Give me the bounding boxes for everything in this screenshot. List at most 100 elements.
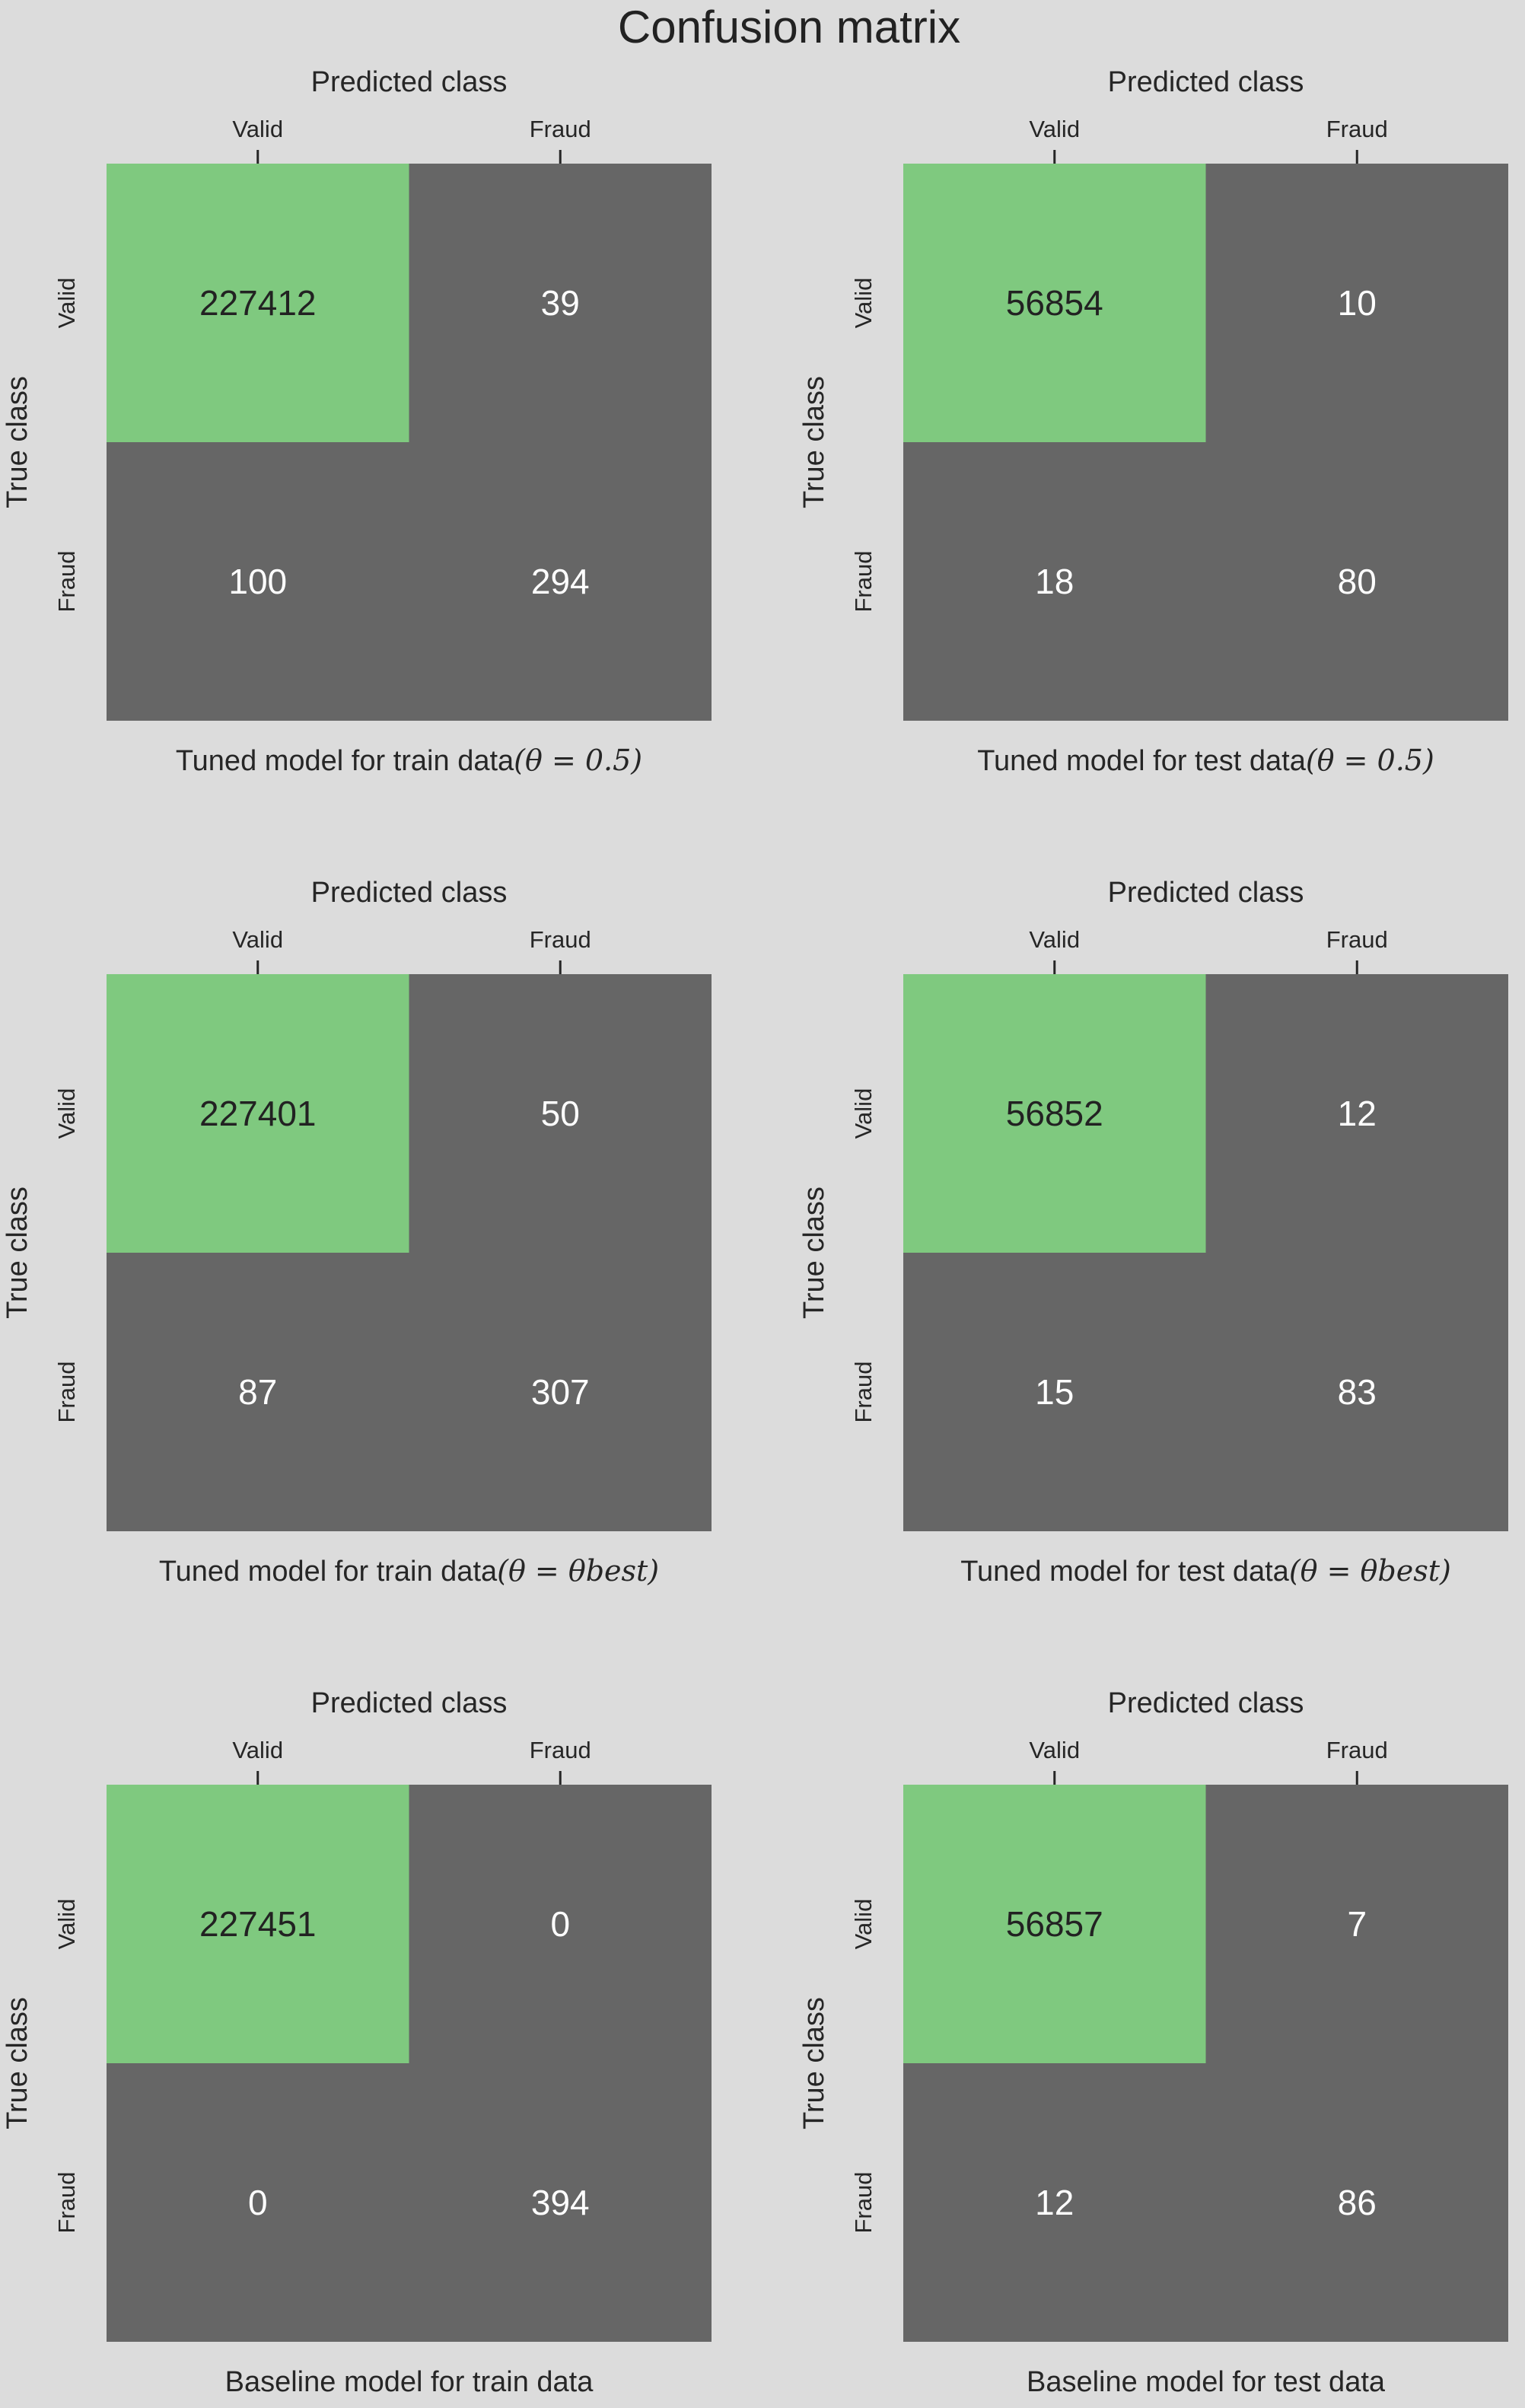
confusion-panel-3: Predicted class Valid Fraud 227401 50 87 307 Va… bbox=[2, 877, 712, 1588]
confusion-panel-2: Predicted class Valid Fraud 56854 10 18 80 Vali… bbox=[798, 66, 1508, 777]
caption-text: Tuned model for test data bbox=[960, 1556, 1289, 1588]
panel-caption: Baseline model for train data bbox=[225, 2366, 594, 2398]
confusion-panel-4: Predicted class Valid Fraud 56852 12 15 83 Vali… bbox=[798, 877, 1508, 1588]
caption-math: (θ = 0.5) bbox=[1306, 744, 1434, 777]
y-tick-label-valid: Valid bbox=[53, 1899, 80, 1950]
confusion-panel-6: Predicted class Valid Fraud 56857 7 12 86 Valid… bbox=[798, 1687, 1508, 2398]
y-axis-title: True class bbox=[798, 1186, 830, 1319]
heatmap-cell bbox=[1205, 442, 1508, 721]
heatmap-cell bbox=[107, 974, 409, 1253]
cell-value-label: 56854 bbox=[1006, 283, 1103, 323]
x-tick-label-fraud: Fraud bbox=[530, 926, 591, 953]
y-axis-title: True class bbox=[798, 376, 830, 508]
cell-value-label: 56852 bbox=[1006, 1094, 1103, 1133]
cell-value-label: 15 bbox=[1035, 1372, 1074, 1412]
heatmap-cell bbox=[409, 974, 712, 1253]
x-tick-label-valid: Valid bbox=[232, 116, 283, 142]
heatmap-cell bbox=[903, 974, 1206, 1253]
heatmap-cell bbox=[107, 1785, 409, 2063]
y-tick-label-fraud: Fraud bbox=[53, 2172, 80, 2234]
cell-value-label: 227412 bbox=[199, 283, 317, 323]
cell-value-label: 80 bbox=[1338, 562, 1377, 601]
panel-caption: Tuned model for test data(θ = θbest) bbox=[960, 1554, 1451, 1588]
y-tick-label-valid: Valid bbox=[850, 1088, 877, 1139]
cell-value-label: 10 bbox=[1338, 283, 1377, 323]
figure-title: Confusion matrix bbox=[618, 2, 960, 53]
heatmap-cell bbox=[107, 1253, 409, 1531]
x-axis-title: Predicted class bbox=[1108, 877, 1304, 909]
x-tick-label-fraud: Fraud bbox=[1326, 926, 1388, 953]
x-tick-label-valid: Valid bbox=[1029, 926, 1080, 953]
y-tick-label-fraud: Fraud bbox=[850, 2172, 877, 2234]
cell-value-label: 227451 bbox=[199, 1904, 317, 1944]
cell-value-label: 18 bbox=[1035, 562, 1074, 601]
y-axis-title: True class bbox=[2, 1186, 33, 1319]
caption-math: (θ = θbest) bbox=[497, 1554, 659, 1588]
heatmap-cell bbox=[409, 164, 712, 442]
heatmap-cell bbox=[107, 164, 409, 442]
y-tick-label-fraud: Fraud bbox=[850, 1362, 877, 1423]
confusion-panel-5: Predicted class Valid Fraud 227451 0 0 394 Vali… bbox=[2, 1687, 712, 2398]
cell-value-label: 50 bbox=[541, 1094, 580, 1133]
heatmap-cell bbox=[409, 1785, 712, 2063]
y-tick-label-valid: Valid bbox=[850, 278, 877, 329]
cell-value-label: 83 bbox=[1338, 1372, 1377, 1412]
cell-value-label: 86 bbox=[1338, 2183, 1377, 2222]
caption-math: (θ = θbest) bbox=[1289, 1554, 1451, 1588]
x-tick-label-fraud: Fraud bbox=[530, 116, 591, 142]
cell-value-label: 100 bbox=[228, 562, 287, 601]
x-axis-title: Predicted class bbox=[311, 877, 508, 909]
heatmap-cell bbox=[409, 1253, 712, 1531]
caption-text: Tuned model for train data bbox=[176, 745, 514, 777]
caption-text: Baseline model for test data bbox=[1027, 2366, 1386, 2398]
x-tick-label-fraud: Fraud bbox=[530, 1737, 591, 1763]
y-axis-title: True class bbox=[2, 1997, 33, 2129]
confusion-panel-1: Predicted class Valid Fraud 227412 39 100 294 V… bbox=[2, 66, 712, 777]
heatmap-cell bbox=[409, 2063, 712, 2342]
cell-value-label: 12 bbox=[1338, 1094, 1377, 1133]
panel-caption: Tuned model for train data(θ = θbest) bbox=[159, 1554, 659, 1588]
x-tick-label-fraud: Fraud bbox=[1326, 1737, 1388, 1763]
y-tick-label-fraud: Fraud bbox=[53, 551, 80, 613]
cell-value-label: 0 bbox=[550, 1904, 570, 1944]
heatmap-cell bbox=[903, 1253, 1206, 1531]
heatmap-cell bbox=[409, 442, 712, 721]
cell-value-label: 12 bbox=[1035, 2183, 1074, 2222]
heatmap-cell bbox=[1205, 1253, 1508, 1531]
y-tick-label-fraud: Fraud bbox=[53, 1362, 80, 1423]
cell-value-label: 0 bbox=[248, 2183, 268, 2222]
cell-value-label: 294 bbox=[531, 562, 590, 601]
x-axis-title: Predicted class bbox=[1108, 1687, 1304, 1719]
heatmap-cell bbox=[903, 442, 1206, 721]
x-axis-title: Predicted class bbox=[1108, 66, 1304, 98]
cell-value-label: 227401 bbox=[199, 1094, 317, 1133]
panel-caption: Baseline model for test data bbox=[1027, 2366, 1386, 2398]
y-axis-title: True class bbox=[798, 1997, 830, 2129]
caption-text: Baseline model for train data bbox=[225, 2366, 594, 2398]
caption-math: (θ = 0.5) bbox=[514, 744, 642, 777]
y-tick-label-fraud: Fraud bbox=[850, 551, 877, 613]
x-tick-label-fraud: Fraud bbox=[1326, 116, 1388, 142]
x-axis-title: Predicted class bbox=[311, 1687, 508, 1719]
heatmap-cell bbox=[1205, 974, 1508, 1253]
heatmap-cell bbox=[903, 1785, 1206, 2063]
panel-caption: Tuned model for test data(θ = 0.5) bbox=[977, 744, 1434, 777]
panel-caption: Tuned model for train data(θ = 0.5) bbox=[176, 744, 642, 777]
x-tick-label-valid: Valid bbox=[1029, 116, 1080, 142]
y-axis-title: True class bbox=[2, 376, 33, 508]
caption-text: Tuned model for train data bbox=[159, 1556, 498, 1588]
x-tick-label-valid: Valid bbox=[232, 1737, 283, 1763]
caption-text: Tuned model for test data bbox=[977, 745, 1306, 777]
cell-value-label: 87 bbox=[238, 1372, 277, 1412]
heatmap-cell bbox=[107, 442, 409, 721]
heatmap-cell bbox=[1205, 2063, 1508, 2342]
cell-value-label: 307 bbox=[531, 1372, 590, 1412]
heatmap-cell bbox=[903, 2063, 1206, 2342]
y-tick-label-valid: Valid bbox=[53, 278, 80, 329]
cell-value-label: 56857 bbox=[1006, 1904, 1103, 1944]
cell-value-label: 7 bbox=[1347, 1904, 1367, 1944]
x-tick-label-valid: Valid bbox=[1029, 1737, 1080, 1763]
heatmap-cell bbox=[107, 2063, 409, 2342]
